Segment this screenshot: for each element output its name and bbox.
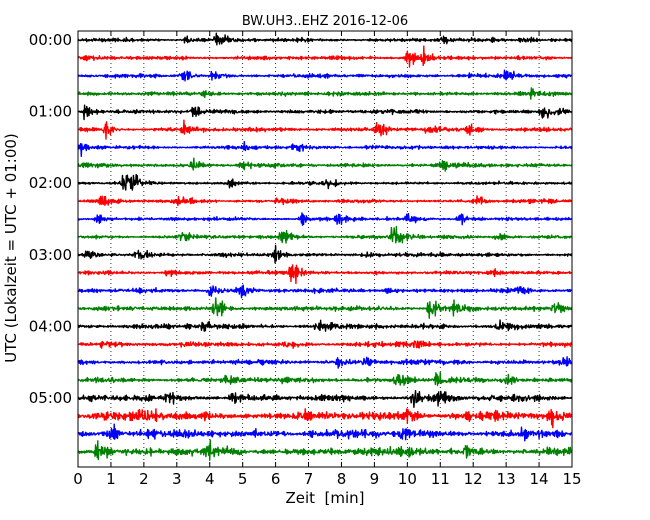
seismic-trace (77, 195, 573, 207)
seismic-trace (77, 408, 573, 429)
x-axis: 0 1 2 3 4 5 6 7 8 9 10 11 12 13 14 15 (73, 31, 582, 488)
chart-title: BW.UH3..EHZ 2016-12-06 (242, 14, 408, 29)
seismic-trace (77, 439, 573, 461)
plot-frame (77, 30, 573, 468)
x-tick-label: 10 (398, 470, 417, 488)
y-axis: 00:00 01:00 02:00 03:00 04:00 05:00 (29, 31, 572, 407)
x-tick-label: 2 (139, 470, 149, 488)
y-tick-label: 03:00 (29, 246, 72, 264)
x-axis-label: Zeit [min] (285, 489, 364, 507)
x-tick-label: 14 (530, 470, 549, 488)
seismic-trace (77, 140, 573, 158)
seismic-trace (77, 356, 573, 369)
traces (77, 32, 573, 461)
x-tick-label: 8 (337, 470, 347, 488)
seismic-trace (77, 212, 573, 226)
seismic-trace (77, 244, 573, 264)
seismic-trace (77, 225, 573, 244)
y-tick-label: 04:00 (29, 317, 72, 335)
gridlines (110, 31, 540, 467)
seismic-trace (77, 32, 573, 46)
x-tick-label: 12 (464, 470, 483, 488)
y-axis-label: UTC (Lokalzeit = UTC + 01:00) (2, 133, 20, 363)
y-tick-label: 01:00 (29, 103, 72, 121)
x-tick-label: 15 (562, 470, 581, 488)
y-tick-label: 02:00 (29, 174, 72, 192)
x-tick-label: 0 (73, 470, 83, 488)
seismic-trace (77, 371, 573, 387)
seismic-trace (77, 87, 573, 100)
seismic-trace (77, 340, 573, 349)
seismic-trace (77, 173, 573, 191)
y-tick-label: 00:00 (29, 31, 72, 49)
x-tick-label: 13 (497, 470, 516, 488)
seismic-trace (77, 423, 573, 442)
seismic-trace (77, 119, 573, 140)
x-tick-label: 3 (172, 470, 182, 488)
seismic-trace (77, 284, 573, 299)
x-tick-label: 7 (304, 470, 314, 488)
x-tick-label: 6 (271, 470, 281, 488)
seismic-trace (77, 390, 573, 408)
seismic-trace (77, 45, 573, 68)
seismic-trace (77, 264, 573, 285)
x-tick-label: 4 (205, 470, 215, 488)
seismic-trace (77, 319, 573, 332)
seismic-trace (77, 69, 573, 82)
y-tick-label: 05:00 (29, 389, 72, 407)
seismic-trace (77, 297, 573, 319)
x-tick-label: 11 (431, 470, 450, 488)
x-tick-label: 1 (106, 470, 116, 488)
x-tick-label: 9 (370, 470, 380, 488)
x-tick-label: 5 (238, 470, 248, 488)
seismic-trace (77, 157, 573, 172)
seismic-trace (77, 104, 573, 121)
